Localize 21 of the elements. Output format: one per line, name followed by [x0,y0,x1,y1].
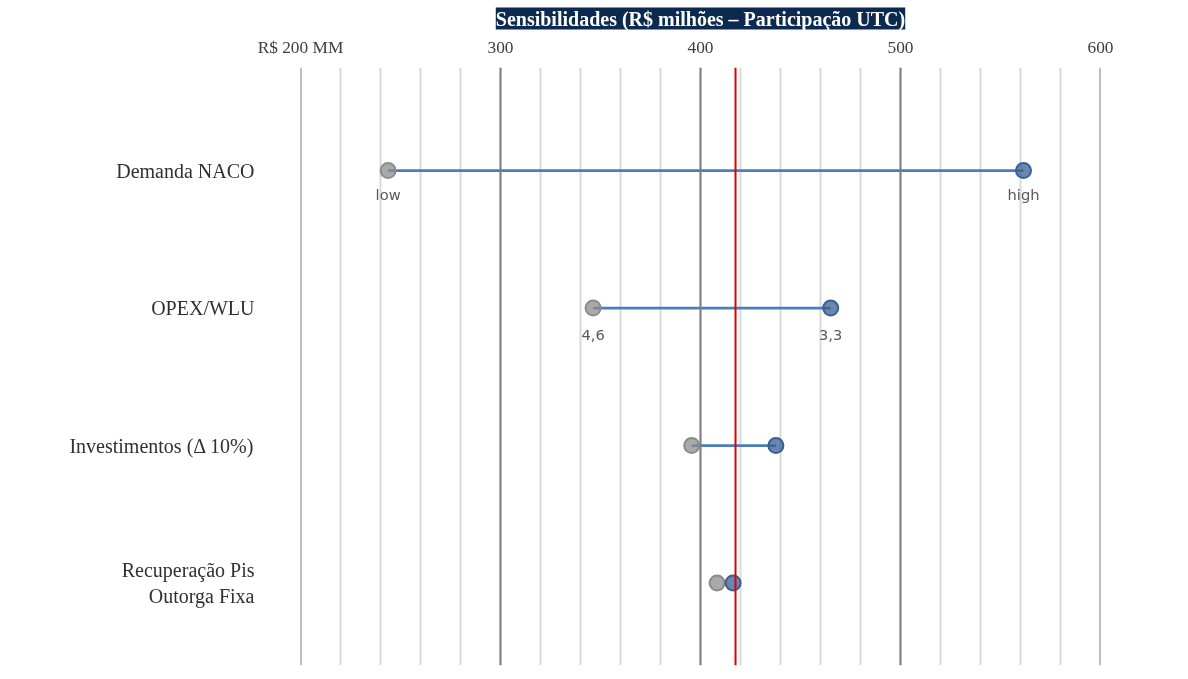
x-tick-label: 300 [487,37,514,57]
point [708,574,726,592]
point [822,299,840,317]
point [584,299,602,317]
x-tick-label: 600 [1087,37,1114,57]
x-tick-label: R$ 200 MM [257,37,344,57]
point [1015,162,1032,180]
y-tick-label: Recuperação Pis Outorga Fixa [121,558,255,609]
y-tick-label: Investimentos (Δ 10%) [69,434,254,458]
annotation: 3,3 [819,326,843,344]
point [683,437,701,455]
y-tick-label: OPEX/WLU [151,297,256,320]
x-tick-label: 500 [887,37,914,57]
x-tick-label: 400 [687,37,714,57]
y-tick-label: Demanda NACO [116,159,255,182]
chart-title: Sensibilidades (R$ milhões – Participação UTC) [495,7,906,31]
annotation: 4,6 [581,326,605,344]
data-label: low [375,185,401,203]
point [767,437,785,455]
data-label: high [1007,185,1040,203]
point [379,162,397,180]
